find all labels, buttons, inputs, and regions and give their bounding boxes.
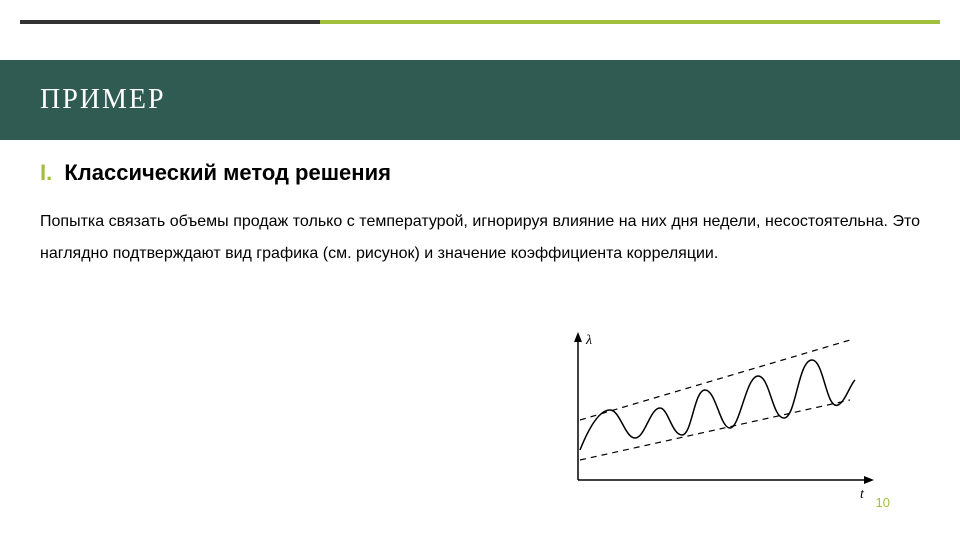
envelope-lower [580,400,850,460]
subheading-text: Классический метод решения [64,160,391,185]
curve [580,360,855,450]
top-accent-line [20,20,940,24]
title-bar: ПРИМЕР [0,60,960,140]
content-area: I. Классический метод решения Попытка св… [40,160,920,270]
body-paragraph: Попытка связать объемы продаж только с т… [40,206,920,270]
x-axis-arrow [864,476,874,484]
figure: λ t [560,330,880,500]
top-line-dark-segment [20,20,320,24]
subheading: I. Классический метод решения [40,160,920,186]
subheading-number: I. [40,160,52,185]
page-number: 10 [876,495,890,510]
figure-svg: λ t [560,330,880,500]
slide-title: ПРИМЕР [40,84,920,116]
y-axis-arrow [574,332,582,342]
envelope-upper [580,340,850,420]
x-axis-label: t [860,487,865,500]
y-axis-label: λ [585,333,592,348]
